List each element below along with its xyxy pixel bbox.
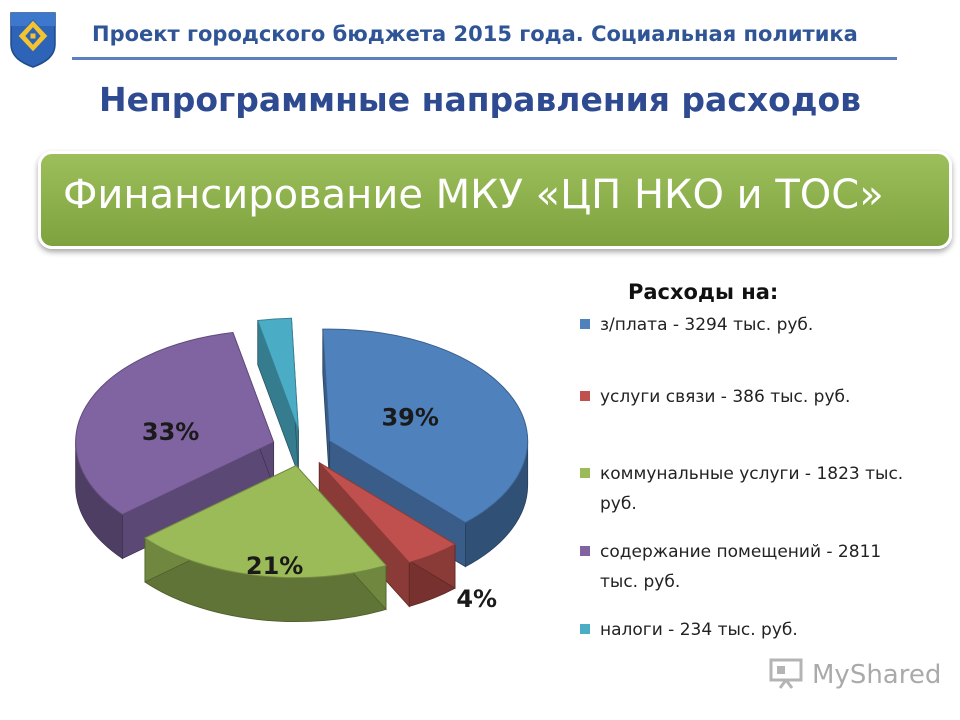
pie-slice-taxes — [257, 317, 299, 475]
legend-label: услуги связи - 386 тыс. руб. — [600, 387, 851, 407]
legend-swatch — [580, 319, 590, 329]
percent-label-salary: 39% — [381, 403, 438, 431]
pie-slice-communication — [318, 461, 457, 608]
percent-label-utilities: 21% — [246, 552, 303, 580]
legend-swatch — [580, 624, 590, 634]
legend-item-salary: з/плата - 3294 тыс. руб. — [580, 310, 920, 340]
pie-slice-utilities-top — [143, 465, 387, 579]
pie-slice-premises — [75, 331, 275, 560]
pie-chart: 39%4%21%33%3% — [75, 317, 529, 623]
legend-swatch — [580, 468, 590, 478]
legend-label: налоги - 234 тыс. руб. — [600, 620, 798, 640]
legend-swatch — [580, 391, 590, 401]
page-title: Непрограммные направления расходов — [98, 80, 862, 119]
pie-slice-utilities — [143, 464, 387, 623]
pie-slice-salary-top — [322, 328, 529, 524]
legend-item-utilities: коммунальные услуги - 1823 тыс. руб. — [580, 459, 920, 519]
header-title: Проект городского бюджета 2015 года. Соц… — [92, 22, 858, 46]
legend-label: коммунальные услуги - 1823 тыс. руб. — [600, 464, 904, 514]
percent-label-communication: 4% — [456, 585, 497, 613]
header-divider — [72, 57, 897, 60]
legend-label: содержание помещений - 2811 тыс. руб. — [600, 542, 882, 592]
pie-slice-premises-top — [75, 331, 275, 516]
banner-text: Финансирование МКУ «ЦП НКО и ТОС» — [63, 172, 884, 218]
section-banner: Финансирование МКУ «ЦП НКО и ТОС» — [38, 151, 952, 249]
watermark-text: MyShared — [812, 660, 942, 690]
legend-label: з/плата - 3294 тыс. руб. — [600, 315, 814, 335]
legend-item-communication: услуги связи - 386 тыс. руб. — [580, 382, 920, 412]
legend-item-taxes: налоги - 234 тыс. руб. — [580, 615, 920, 645]
presentation-icon — [769, 658, 803, 689]
percent-label-premises: 33% — [142, 418, 199, 446]
legend-item-premises: содержание помещений - 2811 тыс. руб. — [580, 537, 920, 597]
legend-title: Расходы на: — [628, 280, 779, 304]
pie-slice-communication-top — [318, 462, 457, 564]
pie-slice-taxes-top — [257, 317, 299, 431]
watermark: MyShared — [768, 656, 942, 696]
legend-swatch — [580, 546, 590, 556]
city-emblem-icon — [10, 12, 56, 68]
